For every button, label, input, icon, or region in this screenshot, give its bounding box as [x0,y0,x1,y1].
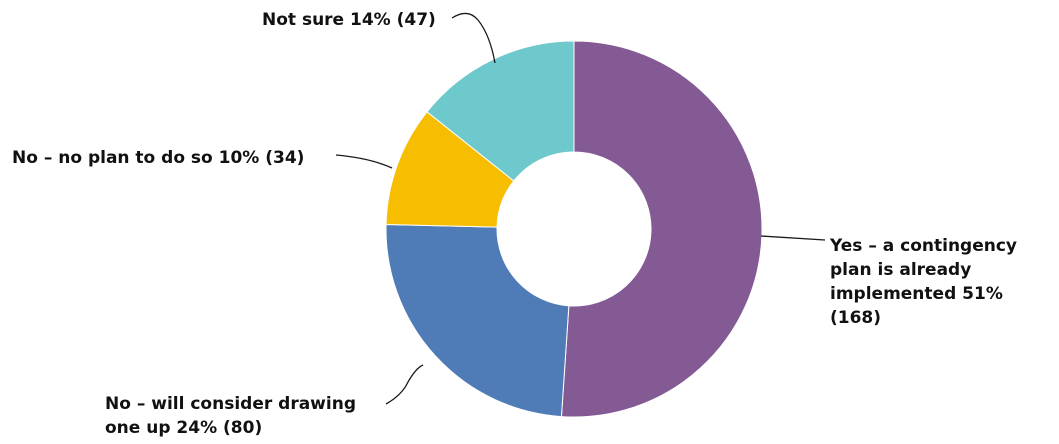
donut-slice-not-sure [426,40,575,182]
slice-label-will-consider-line2: one up 24% (80) [105,418,263,438]
slice-label-will-consider-line1: No – will consider drawing [105,394,356,414]
slice-label-yes-line3: implemented 51% [830,284,1003,304]
leader-line-no-plan [335,154,393,169]
slice-label-not-sure-line1: Not sure 14% (47) [262,10,436,30]
leader-line-yes [760,235,826,241]
slice-label-yes: Yes – a contingency plan is already impl… [830,234,1017,330]
slice-label-yes-line4: (168) [830,308,882,328]
slice-label-no-plan-line1: No – no plan to do so 10% (34) [12,148,305,168]
slice-label-no-plan: No – no plan to do so 10% (34) [12,146,304,170]
slice-label-will-consider: No – will consider drawing one up 24% (8… [105,392,356,440]
slice-label-yes-line1: Yes – a contingency [830,236,1017,256]
leader-line-will-consider [385,364,424,405]
slice-label-not-sure: Not sure 14% (47) [262,8,436,32]
donut-slice-yes [560,40,763,418]
leader-lines-group [335,12,826,405]
donut-slice-will-consider [385,224,570,418]
slices-group [385,40,763,418]
leader-line-not-sure [451,12,496,64]
slice-label-yes-line2: plan is already [830,260,972,280]
